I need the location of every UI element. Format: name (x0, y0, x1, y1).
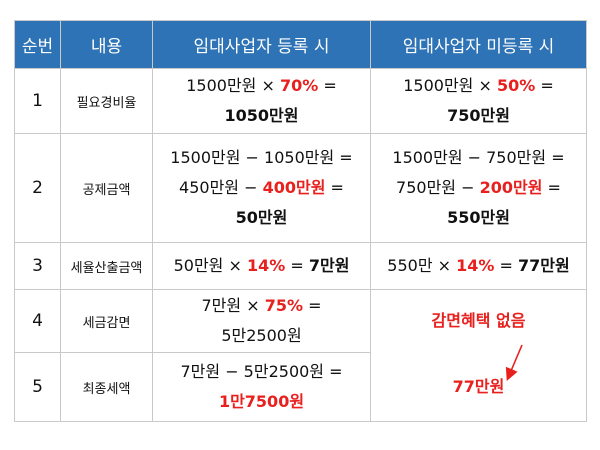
table-row: 5 최종세액 7만원 − 5만2500원 = 1만7500원 77만원 (14, 352, 587, 422)
table-row: 4 세금감면 7만원 × 75% = 5만2500원 감면혜택 없음 (14, 289, 587, 353)
unregistered-cell: 1500만원 − 750만원 = 750만원 − 200만원 = 550만원 (370, 133, 587, 243)
result-value: 7만원 (308, 256, 350, 275)
row-item: 필요경비율 (60, 68, 153, 134)
registered-cell: 50만원 × 14% = 7만원 (152, 242, 371, 290)
final-tax-value: 77만원 (452, 377, 505, 396)
result-value: 5만2500원 (221, 326, 302, 345)
header-unregistered: 임대사업자 미등록 시 (370, 20, 587, 69)
deduction-value: 400만원 (262, 178, 326, 197)
rate-value: 75% (264, 296, 303, 315)
calc-text: = (285, 256, 309, 275)
row-item: 최종세액 (60, 352, 153, 422)
calc-text: = (325, 178, 344, 197)
result-value: 1050만원 (224, 106, 299, 125)
row-number: 2 (14, 133, 61, 243)
header-no: 순번 (14, 20, 61, 69)
table-row: 2 공제금액 1500만원 − 1050만원 = 450만원 − 400만원 =… (14, 133, 587, 243)
table-row: 1 필요경비율 1500만원 × 70% = 1050만원 1500만원 × 5… (14, 68, 587, 134)
calc-text: 1500만원 × (186, 76, 280, 95)
unregistered-cell: 1500만원 × 50% = 750만원 (370, 68, 587, 134)
table-row: 3 세율산출금액 50만원 × 14% = 7만원 550만 × 14% = 7… (14, 242, 587, 290)
calc-text: 750만원 − (396, 178, 480, 197)
result-value: 50만원 (235, 208, 288, 227)
rate-value: 14% (246, 256, 286, 275)
rate-value: 70% (279, 76, 319, 95)
no-benefit-text: 감면혜택 없음 (431, 311, 526, 330)
calc-text: 550만 × (387, 256, 457, 275)
result-value: 77만원 (518, 256, 570, 275)
row-item: 공제금액 (60, 133, 153, 243)
calc-text: 1500만원 − 1050만원 = (170, 148, 353, 167)
row-item: 세금감면 (60, 289, 153, 353)
calc-text: = (303, 296, 322, 315)
calc-text: = (535, 76, 554, 95)
calc-text: 1500만원 × (403, 76, 497, 95)
calc-text: 450만원 − (179, 178, 263, 197)
tax-comparison-table: 순번 내용 임대사업자 등록 시 임대사업자 미등록 시 1 필요경비율 150… (14, 20, 587, 422)
row-number: 4 (14, 289, 61, 353)
header-item: 내용 (60, 20, 153, 69)
calc-text: = (542, 178, 561, 197)
header-row: 순번 내용 임대사업자 등록 시 임대사업자 미등록 시 (14, 20, 587, 69)
result-value: 550만원 (447, 208, 510, 227)
calc-text: = (318, 76, 337, 95)
calc-text: 50만원 × (173, 256, 247, 275)
calc-text: 7만원 − 5만2500원 = (180, 362, 343, 381)
registered-cell: 1500만원 × 70% = 1050만원 (152, 68, 371, 134)
registered-cell: 7만원 × 75% = 5만2500원 (152, 289, 371, 353)
rate-value: 14% (456, 256, 495, 275)
unregistered-cell: 감면혜택 없음 (370, 289, 587, 353)
registered-cell: 7만원 − 5만2500원 = 1만7500원 (152, 352, 371, 422)
final-tax-value: 1만7500원 (218, 392, 305, 411)
unregistered-cell: 550만 × 14% = 77만원 (370, 242, 587, 290)
calc-text: 7만원 × (201, 296, 265, 315)
calc-text: 1500만원 − 750만원 = (392, 148, 565, 167)
row-number: 1 (14, 68, 61, 134)
deduction-value: 200만원 (479, 178, 543, 197)
registered-cell: 1500만원 − 1050만원 = 450만원 − 400만원 = 50만원 (152, 133, 371, 243)
row-number: 5 (14, 352, 61, 422)
calc-text: = (494, 256, 518, 275)
row-number: 3 (14, 242, 61, 290)
result-value: 750만원 (447, 106, 510, 125)
row-item: 세율산출금액 (60, 242, 153, 290)
unregistered-cell: 77만원 (370, 352, 587, 422)
rate-value: 50% (496, 76, 536, 95)
header-registered: 임대사업자 등록 시 (152, 20, 371, 69)
